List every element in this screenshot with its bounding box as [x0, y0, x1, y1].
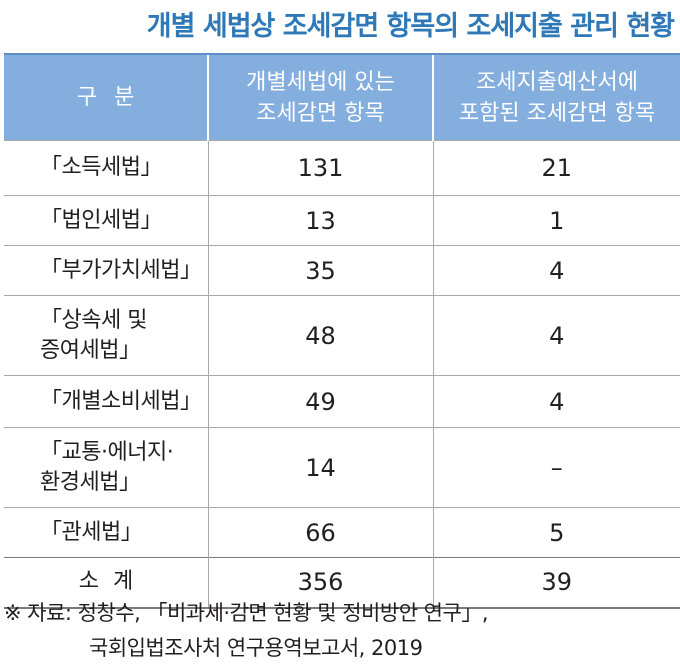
row-name: 「부가가치세법」	[4, 245, 208, 296]
row-name: 「교통·에너지· 환경세법」	[4, 427, 208, 508]
row-included: 4	[432, 375, 680, 428]
row-items: 14	[207, 427, 433, 508]
table-row: 「상속세 및 증여세법」 48 4	[4, 295, 680, 376]
row-items: 35	[207, 245, 433, 296]
header-items-in-tax-law: 개별세법에 있는 조세감면 항목	[207, 53, 433, 141]
page-title: 개별 세법상 조세감면 항목의 조세지출 관리 현황	[146, 11, 675, 42]
row-name: 「관세법」	[4, 507, 208, 558]
tax-reduction-table: 구 분 개별세법에 있는 조세감면 항목 조세지출예산서에 포함된 조세감면 항…	[4, 53, 680, 609]
total-label: 소 계	[4, 557, 208, 609]
table-row: 「법인세법」 13 1	[4, 195, 680, 246]
row-items: 49	[207, 375, 433, 428]
table-row: 「부가가치세법」 35 4	[4, 245, 680, 296]
row-included: 4	[432, 245, 680, 296]
row-name: 「개별소비세법」	[4, 375, 208, 428]
table-row: 「교통·에너지· 환경세법」 14 –	[4, 427, 680, 508]
table-row: 「관세법」 66 5	[4, 507, 680, 558]
row-items: 131	[207, 140, 433, 196]
row-items: 48	[207, 295, 433, 376]
row-name: 「상속세 및 증여세법」	[4, 295, 208, 376]
source-line-1: ※ 자료: 정창수, 「비과세·감면 현황 및 정비방안 연구」,	[4, 601, 489, 625]
row-name: 「소득세법」	[4, 140, 208, 196]
row-included: 5	[432, 507, 680, 558]
row-included: 21	[432, 140, 680, 196]
table-header-row: 구 분 개별세법에 있는 조세감면 항목 조세지출예산서에 포함된 조세감면 항…	[4, 53, 680, 141]
source-line-2: 국회입법조사처 연구용역보고서, 2019	[89, 636, 423, 660]
table-row: 「소득세법」 131 21	[4, 140, 680, 196]
row-name: 「법인세법」	[4, 195, 208, 246]
total-included: 39	[432, 557, 680, 609]
total-items: 356	[207, 557, 433, 609]
row-included: 1	[432, 195, 680, 246]
row-included: –	[432, 427, 680, 508]
table-row: 「개별소비세법」 49 4	[4, 375, 680, 428]
header-category: 구 분	[4, 53, 208, 141]
source-note: ※ 자료: 정창수, 「비과세·감면 현황 및 정비방안 연구」, 국회입법조사…	[4, 596, 489, 666]
row-items: 66	[207, 507, 433, 558]
row-included: 4	[432, 295, 680, 376]
header-items-in-budget: 조세지출예산서에 포함된 조세감면 항목	[432, 53, 680, 141]
total-row: 소 계 356 39	[4, 557, 680, 609]
row-items: 13	[207, 195, 433, 246]
